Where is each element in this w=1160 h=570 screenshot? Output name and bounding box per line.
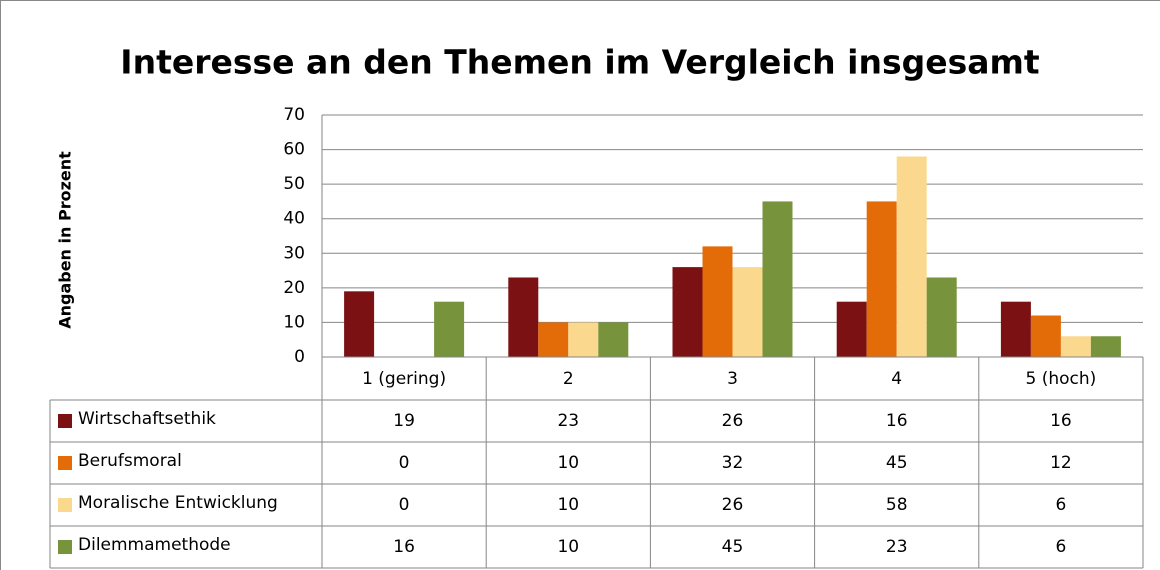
table-cell: 16 xyxy=(393,537,415,557)
x-tick-label: 4 xyxy=(891,369,902,389)
bar xyxy=(702,246,733,357)
x-tick-label: 1 (gering) xyxy=(362,369,446,389)
bar xyxy=(1060,336,1091,357)
table-cell: 10 xyxy=(557,537,579,557)
bar xyxy=(866,201,897,357)
bar xyxy=(538,322,569,357)
table-cell: 10 xyxy=(557,453,579,473)
bar xyxy=(896,156,927,357)
y-tick-label: 50 xyxy=(283,174,305,194)
table-cell: 26 xyxy=(722,411,744,431)
table-cell: 16 xyxy=(1050,411,1072,431)
y-tick-label: 20 xyxy=(283,278,305,298)
y-tick-label: 10 xyxy=(283,312,305,332)
y-tick-label: 70 xyxy=(283,105,305,125)
y-tick-label: 40 xyxy=(283,209,305,229)
bar xyxy=(836,301,867,357)
legend-label: Wirtschaftsethik xyxy=(78,409,216,429)
bar xyxy=(762,201,793,357)
bar xyxy=(344,291,375,357)
table-cell: 12 xyxy=(1050,453,1072,473)
bar xyxy=(732,267,763,357)
table-cell: 45 xyxy=(886,453,908,473)
table-cell: 10 xyxy=(557,495,579,515)
legend-label: Moralische Entwicklung xyxy=(78,493,278,513)
table-cell: 58 xyxy=(886,495,908,515)
bar xyxy=(568,322,599,357)
table-cell: 16 xyxy=(886,411,908,431)
legend-swatch xyxy=(58,540,72,554)
y-tick-label: 30 xyxy=(283,243,305,263)
table-cell: 19 xyxy=(393,411,415,431)
table-cell: 0 xyxy=(399,453,410,473)
x-tick-label: 5 (hoch) xyxy=(1026,369,1097,389)
table-cell: 0 xyxy=(399,495,410,515)
table-cell: 23 xyxy=(886,537,908,557)
table-cell: 45 xyxy=(722,537,744,557)
bar xyxy=(1090,336,1121,357)
chart-title: Interesse an den Themen im Vergleich ins… xyxy=(120,43,1040,82)
table-cell: 6 xyxy=(1055,537,1066,557)
legend-swatch xyxy=(58,498,72,512)
legend-swatch xyxy=(58,456,72,470)
y-axis-label: Angaben in Prozent xyxy=(56,151,75,329)
x-tick-label: 3 xyxy=(727,369,738,389)
table-cell: 32 xyxy=(722,453,744,473)
bar xyxy=(926,277,957,357)
y-tick-label: 60 xyxy=(283,140,305,160)
bar xyxy=(434,301,465,357)
bar xyxy=(508,277,539,357)
legend-label: Berufsmoral xyxy=(78,451,182,471)
legend-label: Dilemmamethode xyxy=(78,535,231,555)
bar xyxy=(672,267,703,357)
x-tick-label: 2 xyxy=(563,369,574,389)
table-cell: 23 xyxy=(557,411,579,431)
bar xyxy=(1000,301,1031,357)
bar xyxy=(598,322,629,357)
legend-swatch xyxy=(58,414,72,428)
y-tick-label: 0 xyxy=(294,347,305,367)
table-cell: 26 xyxy=(722,495,744,515)
table-cell: 6 xyxy=(1055,495,1066,515)
bar xyxy=(1030,315,1061,357)
